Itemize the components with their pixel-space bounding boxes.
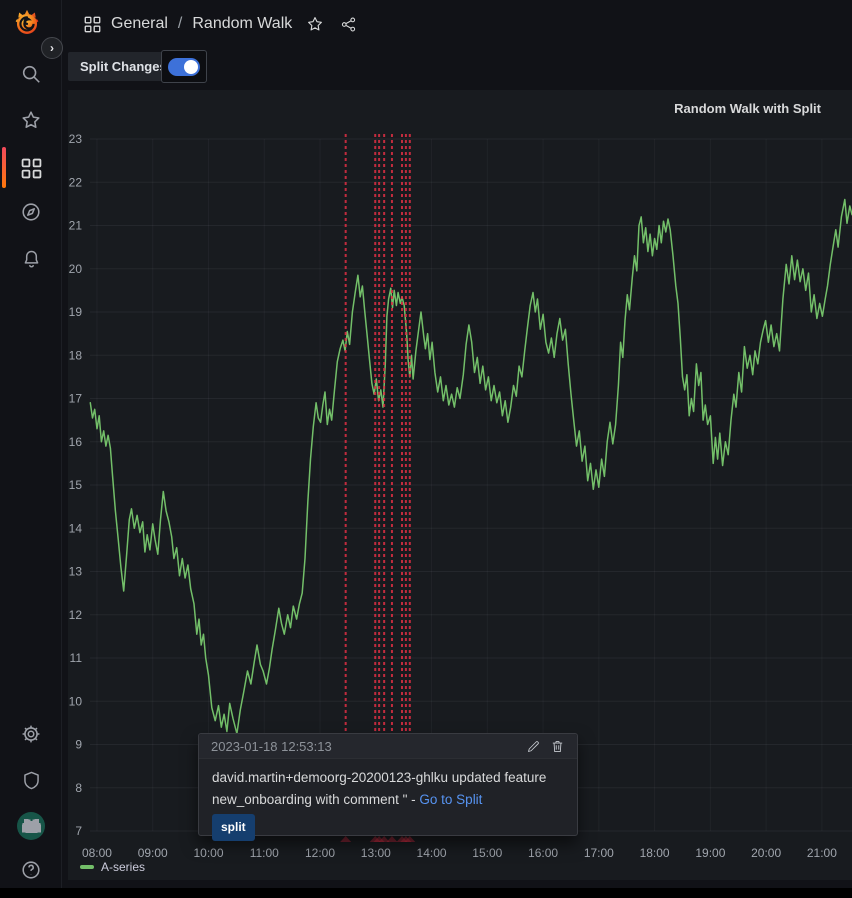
apps-grid-icon <box>84 16 101 33</box>
breadcrumb-dashboard-title[interactable]: Random Walk <box>192 15 293 32</box>
star-icon <box>22 111 40 129</box>
sidebar-item-dashboards[interactable] <box>13 150 49 186</box>
series-color-marker <box>80 865 94 869</box>
y-axis-tick-label: 23 <box>69 132 83 146</box>
annotation-marker <box>400 836 412 842</box>
sidebar-item-server-admin[interactable] <box>13 762 49 798</box>
y-axis-tick-label: 12 <box>69 608 83 622</box>
annotation-marker <box>373 836 385 842</box>
sidebar-item-alerting[interactable] <box>13 240 49 276</box>
y-axis-tick-label: 9 <box>75 738 82 752</box>
star-icon <box>308 17 323 31</box>
invader-avatar-icon <box>21 819 41 833</box>
window-bottom-edge <box>0 888 852 898</box>
go-to-split-link[interactable]: Go to Split <box>419 792 483 807</box>
bell-icon <box>24 250 38 267</box>
split-changes-label: Split Changes <box>68 52 179 81</box>
random-walk-panel: Random Walk with Split 7 8 9 10 11 12 13 14 15 16… <box>68 90 852 880</box>
x-axis-tick-label: 08:00 <box>82 846 112 860</box>
y-axis-tick-label: 11 <box>70 651 83 665</box>
series-legend-label: A-series <box>101 860 146 874</box>
x-axis-tick-label: 19:00 <box>695 846 725 860</box>
shield-icon <box>23 771 39 789</box>
sidebar-item-help[interactable] <box>13 852 49 888</box>
x-axis-tick-label: 11:00 <box>250 846 279 860</box>
y-axis-tick-label: 20 <box>69 262 83 276</box>
breadcrumb-separator: / <box>177 15 183 32</box>
share-dashboard-button[interactable] <box>340 16 357 33</box>
annotation-marker <box>369 836 381 842</box>
x-axis-tick-label: 14:00 <box>417 846 447 860</box>
pencil-icon <box>528 740 539 752</box>
y-axis-tick-label: 15 <box>69 478 83 492</box>
sidebar-expand-button[interactable]: › <box>41 37 63 59</box>
y-axis-tick-label: 22 <box>69 175 83 189</box>
sidebar-item-user-profile[interactable] <box>13 808 49 844</box>
delete-annotation-button[interactable] <box>550 739 565 754</box>
sidebar-item-starred[interactable] <box>13 102 49 138</box>
annotation-tooltip: 2023-01-18 12:53:13 david.martin+demoorg… <box>198 733 578 841</box>
share-icon <box>342 17 356 31</box>
breadcrumb-folder[interactable]: General <box>111 15 168 32</box>
y-axis-tick-label: 7 <box>75 824 82 838</box>
y-axis-tick-label: 13 <box>69 565 83 579</box>
annotation-timestamp: 2023-01-18 12:53:13 <box>211 738 332 754</box>
sidebar-active-indicator <box>2 147 6 188</box>
edit-annotation-button[interactable] <box>526 739 541 754</box>
y-axis-tick-label: 19 <box>69 305 83 319</box>
annotation-marker <box>340 836 352 842</box>
x-axis-tick-label: 09:00 <box>138 846 168 860</box>
toggle-knob <box>184 59 198 74</box>
legend-item-a-series[interactable]: A-series <box>80 860 145 874</box>
y-axis-tick-label: 21 <box>69 219 83 233</box>
y-axis-tick-label: 8 <box>75 781 82 795</box>
dashboard-header: General / Random Walk <box>62 0 852 48</box>
x-axis-tick-label: 12:00 <box>305 846 335 860</box>
y-axis-tick-label: 14 <box>69 521 83 535</box>
sidebar-item-configuration[interactable] <box>13 716 49 752</box>
x-axis-tick-label: 17:00 <box>584 846 614 860</box>
x-axis-tick-label: 10:00 <box>193 846 223 860</box>
y-axis-tick-label: 17 <box>69 392 83 406</box>
user-avatar <box>17 812 45 840</box>
annotation-tooltip-body: david.martin+demoorg-20200123-ghlku upda… <box>199 759 577 841</box>
star-dashboard-button[interactable] <box>306 15 324 33</box>
annotation-tooltip-header: 2023-01-18 12:53:13 <box>199 734 577 759</box>
annotation-marker <box>404 836 416 842</box>
chevron-right-icon: › <box>50 41 54 55</box>
x-axis-tick-label: 21:00 <box>807 846 837 860</box>
dashboards-grid-icon <box>21 158 41 178</box>
annotation-marker <box>378 836 390 842</box>
toggle-pill <box>168 57 200 76</box>
series-line[interactable] <box>89 198 852 735</box>
compass-icon <box>22 203 40 221</box>
gear-icon <box>22 725 40 743</box>
y-axis-tick-label: 16 <box>69 435 83 449</box>
y-axis-tick-label: 18 <box>69 348 83 362</box>
x-axis-tick-label: 16:00 <box>528 846 558 860</box>
x-axis-tick-label: 13:00 <box>361 846 391 860</box>
app-sidebar: › <box>0 0 63 898</box>
annotation-tag-badge: split <box>212 814 255 841</box>
x-axis-tick-label: 18:00 <box>640 846 670 860</box>
x-axis-tick-label: 15:00 <box>472 846 502 860</box>
annotation-message: david.martin+demoorg-20200123-ghlku upda… <box>212 770 547 807</box>
panel-title[interactable]: Random Walk with Split <box>674 101 821 116</box>
annotation-marker <box>386 836 398 842</box>
grafana-logo-icon[interactable] <box>13 9 41 37</box>
sidebar-item-explore[interactable] <box>13 194 49 230</box>
search-icon <box>22 65 40 83</box>
split-changes-toggle[interactable] <box>161 50 207 83</box>
chart-svg[interactable]: 7 8 9 10 11 12 13 14 15 16 17 18 19 20 21 22 23 08:00 09:0… <box>68 90 852 880</box>
y-axis-tick-label: 10 <box>69 694 83 708</box>
sidebar-item-search[interactable] <box>13 56 49 92</box>
annotation-marker <box>396 836 408 842</box>
x-axis-tick-label: 20:00 <box>751 846 781 860</box>
help-circle-icon <box>22 861 40 879</box>
trash-icon <box>552 740 563 752</box>
